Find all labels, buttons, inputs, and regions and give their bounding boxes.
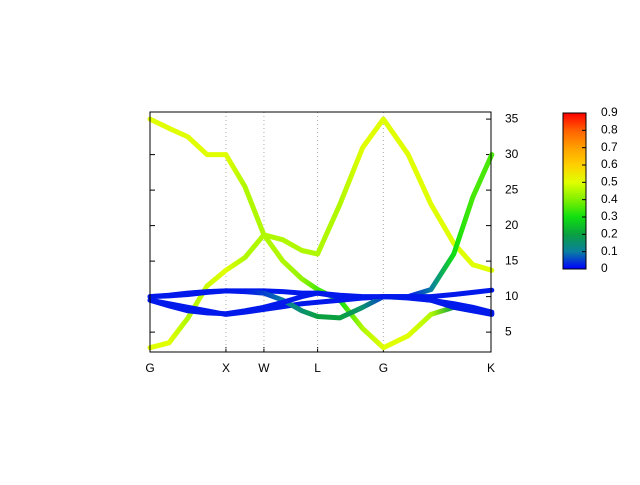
y-tick-label: 25	[505, 182, 519, 196]
band-line	[147, 116, 495, 351]
x-tick-label: K	[487, 361, 495, 375]
colorbar-tick-label: 0.2	[601, 227, 618, 241]
x-tick-label: G	[379, 361, 388, 375]
y-tick-label: 20	[505, 218, 519, 232]
colorbar-tick-label: 0	[601, 261, 608, 275]
y-tick-label: 10	[505, 289, 519, 303]
x-tick-label: G	[145, 361, 154, 375]
colorbar-tick-label: 0.5	[601, 175, 618, 189]
colorbar	[562, 112, 587, 270]
band-line	[147, 288, 495, 321]
x-tick-label: X	[222, 361, 230, 375]
band-line	[147, 287, 495, 317]
y-tick-label: 15	[505, 253, 519, 267]
colorbar-tick-label: 0.7	[601, 140, 618, 154]
colorbar-tick-label: 0.8	[601, 123, 618, 137]
x-tick-label: L	[314, 361, 321, 375]
colorbar-tick-label: 0.4	[601, 192, 618, 206]
colorbar-tick-label: 0.1	[601, 244, 618, 258]
y-tick-label: 30	[505, 147, 519, 161]
colorbar-tick-label: 0.3	[601, 209, 618, 223]
colorbar-tick-label: 0.9	[601, 105, 618, 119]
y-tick-label: 5	[505, 324, 512, 338]
band-line	[147, 152, 495, 301]
colorbar-tick-label: 0.6	[601, 157, 618, 171]
y-tick-label: 35	[505, 111, 519, 125]
x-tick-label: W	[258, 361, 270, 375]
plot-frame	[149, 111, 492, 353]
